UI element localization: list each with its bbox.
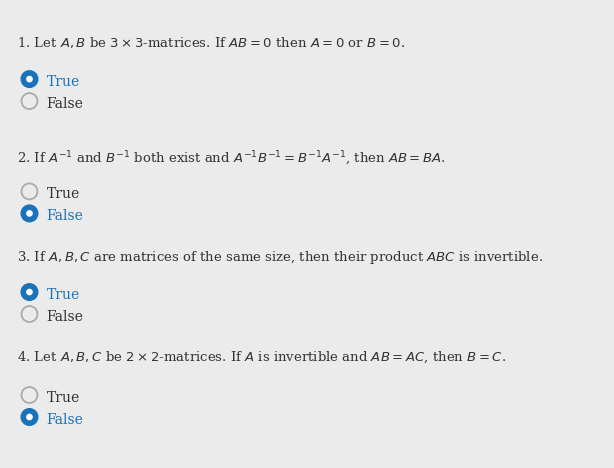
Text: 2. If $\mathit{A}^{-1}$ and $\mathit{B}^{-1}$ both exist and $\mathit{A}^{-1}\ma: 2. If $\mathit{A}^{-1}$ and $\mathit{B}^…	[17, 150, 446, 168]
Text: False: False	[47, 209, 84, 223]
Ellipse shape	[21, 71, 37, 87]
Ellipse shape	[21, 205, 37, 221]
Text: 1. Let $\mathit{A}, \mathit{B}$ be $3 \times 3$-matrices. If $\mathit{AB} = 0$ t: 1. Let $\mathit{A}, \mathit{B}$ be $3 \t…	[17, 35, 405, 50]
Text: 3. If $\mathit{A}, \mathit{B}, \mathit{C}$ are matrices of the same size, then t: 3. If $\mathit{A}, \mathit{B}, \mathit{C…	[17, 249, 543, 266]
Ellipse shape	[26, 414, 33, 420]
Text: True: True	[47, 391, 80, 405]
Text: True: True	[47, 288, 80, 302]
Text: False: False	[47, 310, 84, 324]
Ellipse shape	[21, 409, 37, 425]
Text: True: True	[47, 187, 80, 201]
Text: True: True	[47, 75, 80, 89]
Text: False: False	[47, 97, 84, 111]
Ellipse shape	[26, 210, 33, 217]
Text: 4. Let $\mathit{A}, \mathit{B}, \mathit{C}$ be $2 \times 2$-matrices. If $\mathi: 4. Let $\mathit{A}, \mathit{B}, \mathit{…	[17, 350, 507, 365]
Ellipse shape	[21, 284, 37, 300]
Ellipse shape	[26, 76, 33, 82]
Ellipse shape	[26, 289, 33, 295]
Text: False: False	[47, 413, 84, 427]
